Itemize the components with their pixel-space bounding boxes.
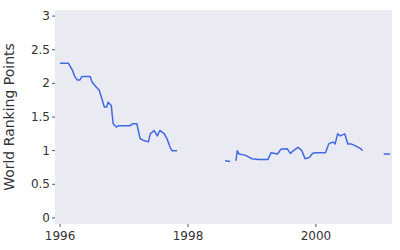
y-tick — [52, 49, 55, 50]
y-tick — [52, 217, 55, 218]
y-tick-label: 1.5 — [31, 110, 50, 124]
y-tick — [52, 117, 55, 118]
plot-area — [55, 10, 392, 224]
x-tick — [315, 224, 316, 227]
x-tick — [188, 224, 189, 227]
chart: 0 0.5 1 1.5 2 2.5 3 1996 1998 2000 World Ranking P… — [0, 0, 400, 250]
x-tick-label: 1998 — [173, 229, 204, 243]
y-tick-label: 0 — [42, 211, 50, 225]
line-series — [60, 63, 390, 161]
y-tick-label: 0.5 — [31, 177, 50, 191]
y-tick-label: 2.5 — [31, 43, 50, 57]
y-tick — [52, 16, 55, 17]
y-tick-label: 3 — [42, 9, 50, 23]
y-tick — [52, 150, 55, 151]
x-tick-label: 1996 — [45, 229, 76, 243]
y-tick — [52, 184, 55, 185]
y-tick-label: 1 — [42, 144, 50, 158]
x-tick-label: 2000 — [301, 229, 332, 243]
x-tick — [60, 224, 61, 227]
plot-marks — [60, 63, 390, 161]
y-tick — [52, 83, 55, 84]
y-tick-label: 2 — [42, 76, 50, 90]
y-axis-label: World Ranking Points — [1, 43, 17, 191]
